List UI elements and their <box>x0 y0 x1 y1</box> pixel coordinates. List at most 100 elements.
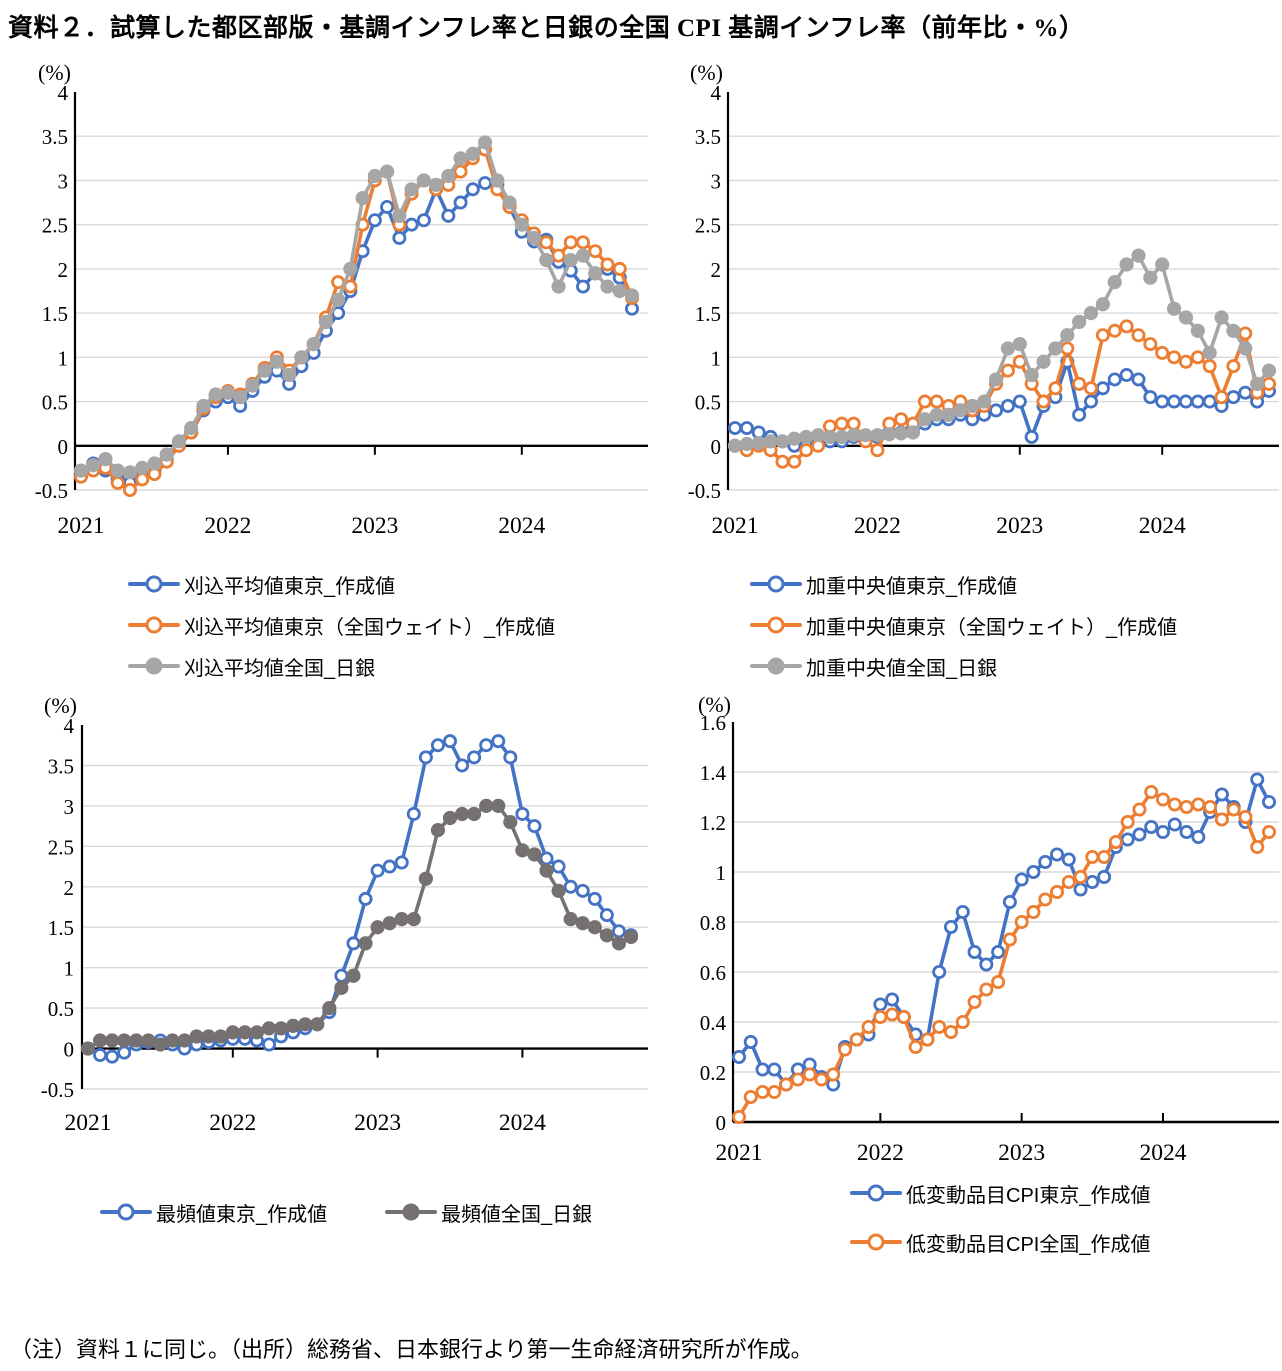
data-point <box>932 965 947 980</box>
y-tick-label: 0 <box>64 1038 75 1062</box>
x-tick-label: 2024 <box>499 1110 546 1136</box>
data-point <box>1119 319 1134 334</box>
data-point <box>282 367 297 383</box>
data-point <box>905 425 921 440</box>
data-point <box>208 387 223 402</box>
figure-note: （注）資料１に同じ。（出所）総務省、日本銀行より第一生命経済研究所が作成。 <box>10 1337 813 1362</box>
data-point <box>763 434 778 449</box>
data-point <box>1190 350 1205 365</box>
data-point <box>775 454 790 469</box>
x-tick-label: 2023 <box>354 1110 401 1136</box>
data-point <box>822 429 838 445</box>
line-marker-icon <box>385 1203 437 1221</box>
data-point <box>588 244 603 259</box>
data-point <box>526 230 542 246</box>
y-tick-label: 2 <box>711 258 722 282</box>
data-point <box>406 806 421 821</box>
legend-item-mode-tokyo: 最頻値東京_作成値 <box>100 1192 327 1232</box>
data-point <box>799 443 814 458</box>
data-point <box>1107 372 1122 387</box>
x-tick-label: 2023 <box>351 513 398 539</box>
data-point <box>261 1021 277 1036</box>
data-point <box>1083 306 1099 321</box>
y-tick-label: 1.5 <box>695 302 721 326</box>
data-point <box>1050 885 1065 900</box>
data-point <box>894 426 909 441</box>
legend-label: 加重中央値東京（全国ウェイト）_作成値 <box>806 616 1178 639</box>
data-point <box>80 1041 96 1056</box>
data-point <box>1262 825 1277 840</box>
data-point <box>322 1001 337 1016</box>
data-point <box>755 1062 770 1077</box>
data-point <box>739 421 754 436</box>
data-point <box>273 1021 289 1036</box>
chart-2-top-right: -0.5 0 0.5 1 1.5 2 2.5 3 3.5 4(%) 2021 2022 2023 2024 <box>688 60 1279 539</box>
y-tick-label: 1.6 <box>700 711 726 735</box>
figure-title: 資料２．試算した都区部版・基調インフレ率と日銀の全国 CPI 基調インフレ率（前… <box>8 15 1085 42</box>
data-point <box>479 738 494 753</box>
chart-4-bottom-right: 0 0.2 0.4 0.6 0.8 1 1.2 1.4 1.6(%) 2021 2022 2023 20… <box>698 692 1279 1166</box>
y-axis-unit-label: (%) <box>690 60 723 85</box>
y-tick-label: 0.6 <box>700 961 726 985</box>
data-point <box>977 394 992 409</box>
data-point <box>1026 865 1041 880</box>
data-point <box>600 257 615 272</box>
data-point <box>122 482 137 497</box>
data-point <box>979 957 994 972</box>
data-point <box>105 1049 120 1064</box>
data-point <box>1202 345 1217 361</box>
data-point <box>73 463 89 478</box>
data-point <box>515 806 530 821</box>
data-point <box>355 191 370 206</box>
data-point <box>1179 825 1194 840</box>
data-point <box>1143 390 1158 405</box>
y-tick-label: 3.5 <box>42 125 68 149</box>
data-point <box>467 806 482 822</box>
data-point <box>491 734 506 749</box>
data-point <box>1214 310 1229 325</box>
data-point <box>908 1040 923 1055</box>
data-point <box>1250 772 1265 787</box>
x-tick-label: 2024 <box>1139 513 1186 539</box>
data-point <box>177 1033 192 1048</box>
data-point <box>201 1029 216 1044</box>
data-point <box>1050 847 1065 862</box>
data-point <box>418 750 433 765</box>
data-point <box>527 847 542 862</box>
data-point <box>1167 797 1182 812</box>
data-point <box>1143 337 1158 352</box>
data-point <box>490 173 505 188</box>
data-point <box>1214 787 1229 802</box>
data-point <box>1060 328 1075 343</box>
data-point <box>334 980 349 995</box>
data-point <box>1131 248 1146 263</box>
data-point <box>306 336 321 352</box>
y-tick-label: -0.5 <box>688 479 721 503</box>
data-point <box>838 1042 853 1057</box>
data-point <box>153 1037 168 1052</box>
legend-item-trimmed-mean-tokyo: 刈込平均値東京_作成値 <box>128 564 395 604</box>
data-point <box>1085 850 1100 865</box>
data-point <box>503 814 518 830</box>
legend-label: 刈込平均値東京_作成値 <box>184 575 396 598</box>
data-point <box>442 734 457 749</box>
data-point <box>870 428 885 443</box>
data-point <box>873 997 888 1012</box>
data-point <box>739 436 754 452</box>
data-point <box>1120 832 1135 847</box>
y-tick-label: 1.2 <box>700 811 726 835</box>
y-axis-unit-label: (%) <box>698 692 731 717</box>
data-point <box>953 403 968 418</box>
y-tick-label: 1 <box>716 861 727 885</box>
data-point <box>767 1085 782 1100</box>
data-point <box>1167 350 1182 365</box>
data-point <box>743 1090 758 1105</box>
data-point <box>551 859 566 874</box>
data-point <box>576 235 591 250</box>
data-point <box>1155 345 1170 360</box>
data-point <box>929 407 944 422</box>
data-point <box>382 916 397 931</box>
data-point <box>465 182 480 197</box>
data-point <box>932 1020 947 1035</box>
line-marker-icon <box>100 1203 152 1221</box>
